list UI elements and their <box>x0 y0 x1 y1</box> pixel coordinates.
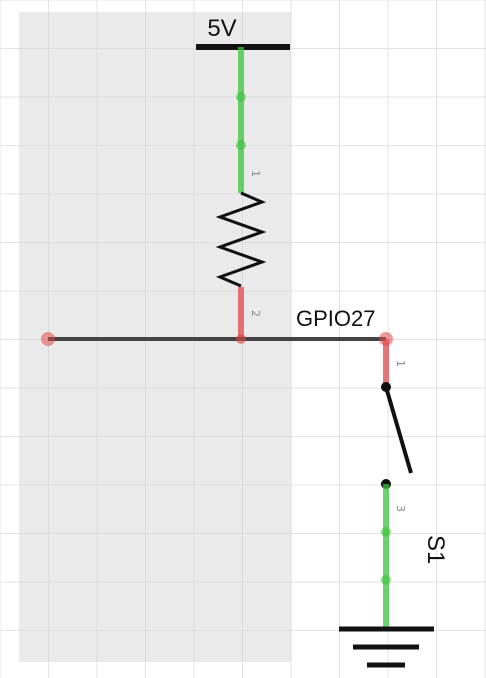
wire-5v-to-r1[interactable] <box>236 47 246 145</box>
net-label: GPIO27 <box>296 306 375 331</box>
switch-label: S1 <box>422 535 449 564</box>
switch-pin-1-number: 1 <box>394 360 407 367</box>
switch-pin-3-number: 3 <box>394 505 407 512</box>
net-gpio27[interactable]: GPIO27 <box>41 306 393 346</box>
resistor-pin-1-end[interactable] <box>236 140 246 150</box>
resistor-pin-1-number: 1 <box>249 170 262 177</box>
switch-lever <box>384 386 413 474</box>
wire-s1-to-ground[interactable] <box>381 532 391 629</box>
resistor-pin-2-number: 2 <box>249 310 262 317</box>
net-junction[interactable] <box>236 334 246 344</box>
resistor-zigzag <box>215 191 267 288</box>
power-label: 5V <box>207 15 236 42</box>
wire-junction[interactable] <box>381 575 391 585</box>
wire-junction[interactable] <box>236 92 246 102</box>
resistor[interactable]: 1 2 <box>215 140 267 339</box>
net-end-unconnected[interactable] <box>41 332 55 346</box>
switch-s1[interactable]: 1 3 S1 <box>381 339 449 564</box>
ground-icon[interactable] <box>339 626 434 668</box>
